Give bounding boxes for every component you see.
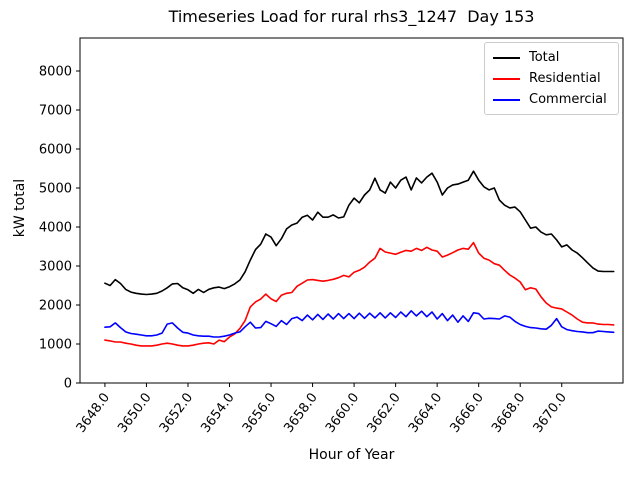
x-axis-label: Hour of Year [308,447,395,463]
legend-label: Residential [529,71,601,86]
x-tick-label: 3656.0 [240,390,279,435]
y-tick-label: 1000 [39,337,72,352]
chart-title: Timeseries Load for rural rhs3_1247 Day … [168,7,535,26]
legend-item-total: Total [485,47,618,68]
x-tick-label: 3648.0 [74,390,113,435]
y-axis-label: kW total [12,178,28,238]
x-tick-label: 3664.0 [406,390,445,435]
series-line-residential [104,241,615,347]
x-tick-label: 3654.0 [198,390,237,435]
y-tick-label: 5000 [39,181,72,196]
legend-label: Commercial [529,92,607,107]
legend-item-commercial: Commercial [485,89,618,110]
y-tick-label: 6000 [39,142,72,157]
series-line-commercial [104,309,615,338]
x-tick-label: 3660.0 [323,390,362,435]
x-tick-label: 3658.0 [281,390,320,435]
x-tick-label: 3650.0 [115,390,154,435]
series-line-total [104,170,615,296]
legend-label: Total [529,50,560,65]
y-tick-label: 3000 [39,259,72,274]
x-tick-label: 3662.0 [364,390,403,435]
x-tick-label: 3666.0 [448,390,487,435]
plot-border [79,37,624,384]
legend-item-residential: Residential [485,68,618,89]
legend-line-swatch-residential [493,77,520,80]
x-tick-label: 3670.0 [531,390,570,435]
y-tick-label: 0 [64,377,72,392]
x-tick-label: 3668.0 [489,390,528,435]
y-tick-label: 4000 [39,220,72,235]
y-tick-label: 7000 [39,103,72,118]
legend-line-swatch-total [493,56,520,59]
y-tick-label: 8000 [39,64,72,79]
x-tick-label: 3652.0 [157,390,196,435]
legend-line-swatch-commercial [493,98,520,101]
y-tick-label: 2000 [39,298,72,313]
legend: Total Residential Commercial [484,42,619,115]
